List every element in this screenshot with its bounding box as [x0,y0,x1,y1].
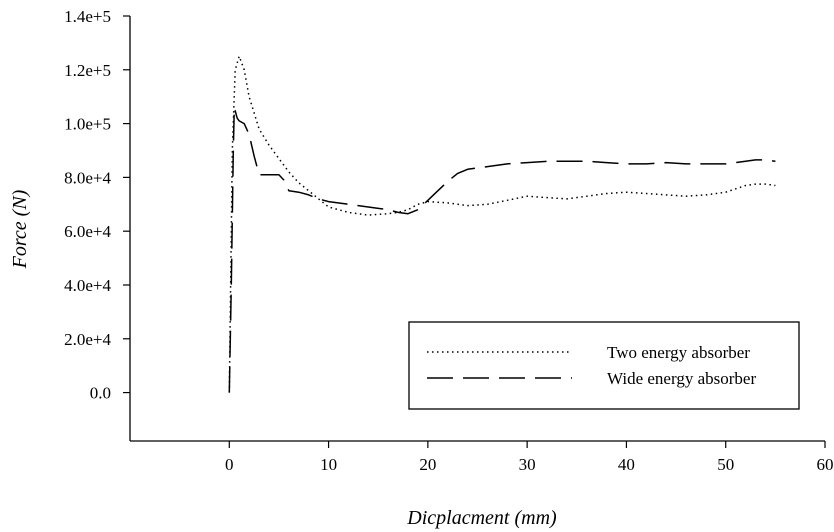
y-tick-label: 2.0e+4 [64,330,111,349]
y-tick-label: 1.4e+5 [64,7,111,26]
series-line-two-energy-absorber [228,55,776,393]
y-tick-label: 8.0e+4 [64,168,111,187]
y-tick-label: 0.0 [90,384,111,403]
legend-label-wide-energy-absorber: Wide energy absorber [607,369,756,388]
x-tick-label: 20 [419,455,436,474]
x-axis-title: Dicplacment (mm) [406,507,557,529]
series-layer [228,55,776,393]
plot-frame [129,16,825,442]
legend-box [408,321,800,410]
y-tick-label: 1.0e+5 [64,115,111,134]
y-tick-label: 1.2e+5 [64,61,111,80]
x-tick-label: 0 [225,455,234,474]
x-axis-ticks: 0 10 20 30 40 50 60 [225,441,834,474]
legend: Two energy absorber Wide energy absorber [408,321,800,410]
x-tick-label: 30 [519,455,536,474]
y-tick-label: 6.0e+4 [64,222,111,241]
x-tick-label: 10 [320,455,337,474]
legend-label-two-energy-absorber: Two energy absorber [607,343,750,362]
y-axis-title: Force (N) [9,189,31,269]
y-tick-label: 4.0e+4 [64,276,111,295]
x-tick-label: 50 [717,455,734,474]
series-line-wide-energy-absorber [228,106,776,393]
x-tick-label: 40 [618,455,635,474]
y-axis-ticks: 0.0 2.0e+4 4.0e+4 6.0e+4 8.0e+4 1.0e+5 1.2e+5 1… [64,7,130,403]
x-tick-label: 60 [817,455,834,474]
